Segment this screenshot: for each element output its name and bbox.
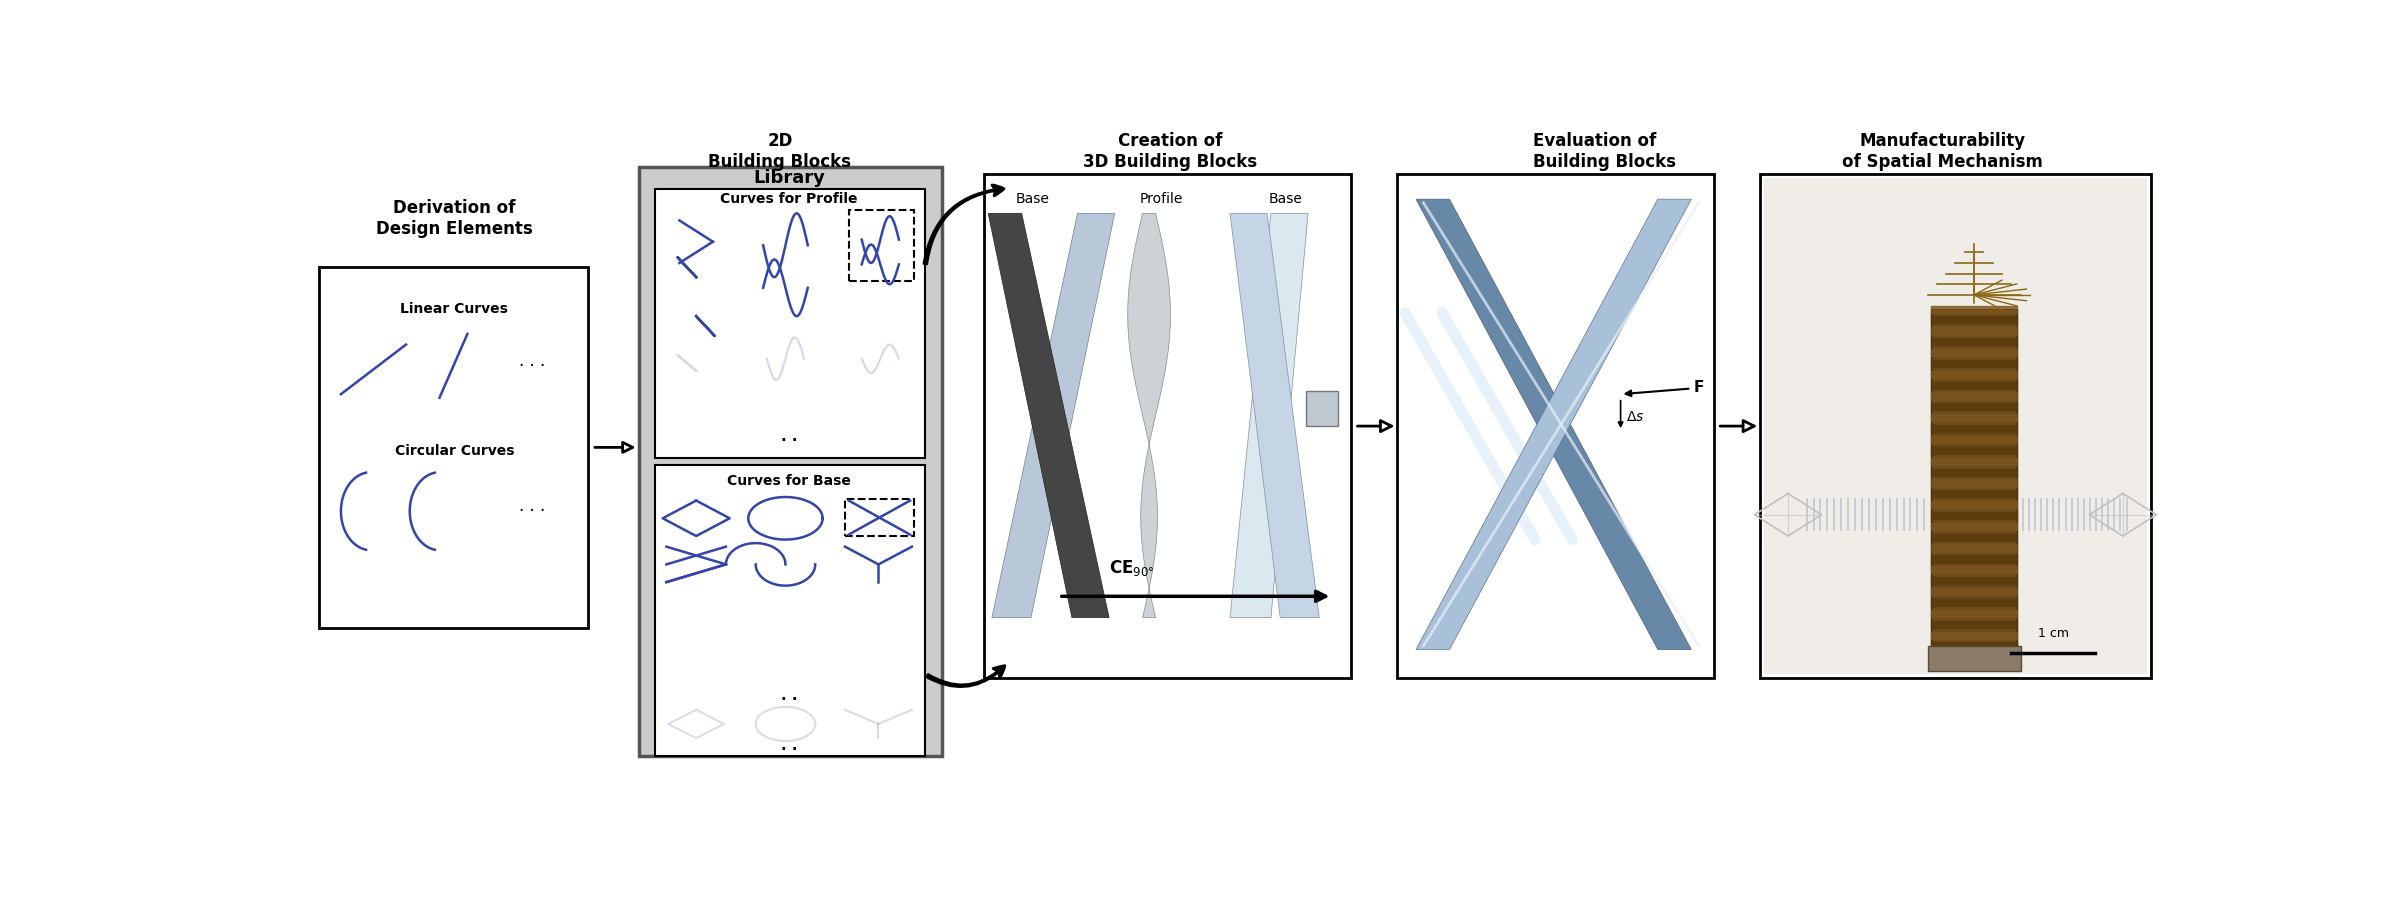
Text: Circular Curves: Circular Curves [394, 444, 514, 458]
Polygon shape [1416, 199, 1692, 649]
Text: Creation of
3D Building Blocks: Creation of 3D Building Blocks [1082, 132, 1258, 170]
Polygon shape [1416, 199, 1692, 649]
Bar [845, 499, 914, 536]
Polygon shape [1231, 214, 1308, 618]
Polygon shape [991, 214, 1114, 618]
Bar [850, 210, 914, 281]
Text: Curves for Profile: Curves for Profile [720, 192, 857, 206]
Text: . .: . . [780, 688, 797, 703]
Text: · · ·: · · · [518, 356, 545, 375]
Text: Base: Base [1270, 192, 1303, 206]
Text: Derivation of
Design Elements: Derivation of Design Elements [377, 199, 533, 239]
Polygon shape [1128, 214, 1171, 618]
Text: F: F [1692, 379, 1704, 394]
Bar [1397, 174, 1714, 678]
FancyArrowPatch shape [926, 666, 1006, 687]
Bar [319, 266, 588, 628]
Text: · · ·: · · · [518, 502, 545, 520]
Text: 2D
Building Blocks: 2D Building Blocks [708, 132, 852, 170]
Bar [655, 189, 924, 458]
Bar [1306, 391, 1337, 426]
Polygon shape [989, 214, 1109, 618]
Text: Library: Library [754, 169, 826, 187]
Polygon shape [1231, 214, 1320, 618]
Text: Evaluation of
Building Blocks: Evaluation of Building Blocks [1534, 132, 1675, 170]
Bar [1759, 174, 2150, 678]
Bar [1927, 646, 2021, 670]
Bar [655, 465, 924, 756]
Bar [1764, 178, 2148, 674]
Text: Profile: Profile [1140, 192, 1183, 206]
Text: . .: . . [780, 738, 797, 752]
Bar [638, 168, 941, 756]
Text: Manufacturability
of Spatial Mechanism: Manufacturability of Spatial Mechanism [1841, 132, 2042, 170]
Text: Linear Curves: Linear Curves [401, 302, 509, 316]
Text: $\Delta s$: $\Delta s$ [1627, 410, 1644, 424]
Text: CE$_{90°}$: CE$_{90°}$ [1109, 558, 1154, 578]
FancyArrowPatch shape [924, 185, 1003, 264]
Text: Curves for Base: Curves for Base [727, 473, 852, 488]
Bar [1932, 309, 2016, 653]
Text: Base: Base [1015, 192, 1049, 206]
Text: 1 cm: 1 cm [2038, 627, 2069, 640]
Text: . .: . . [780, 429, 797, 444]
Bar [984, 174, 1351, 678]
